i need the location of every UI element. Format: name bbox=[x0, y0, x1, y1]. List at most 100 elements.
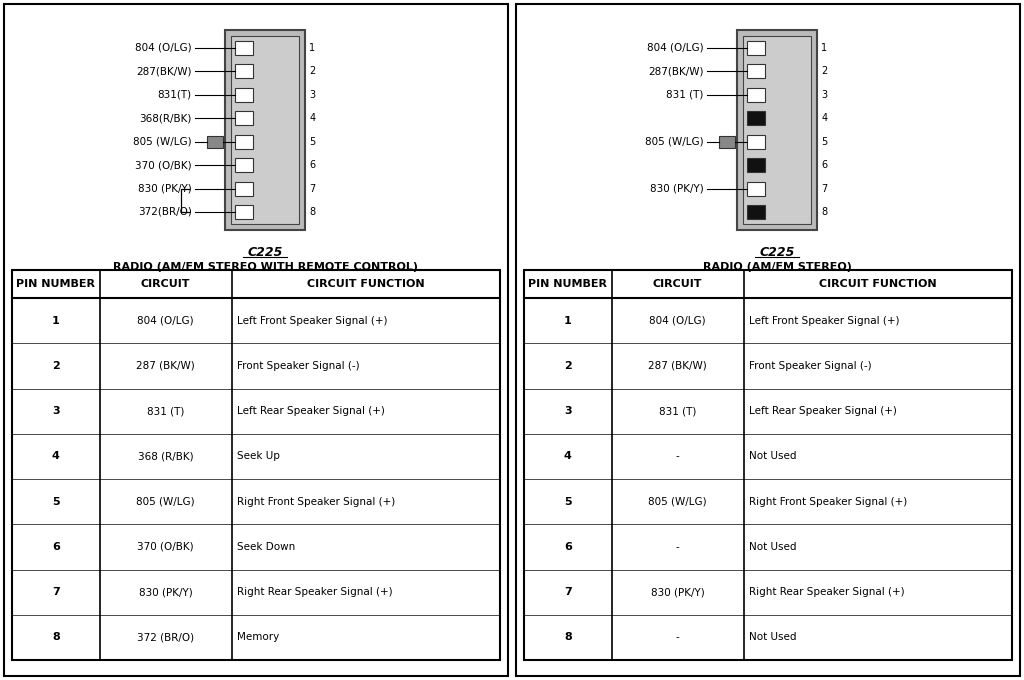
Text: 1: 1 bbox=[309, 43, 315, 53]
Text: 3: 3 bbox=[564, 406, 571, 416]
Text: 370 (O/BK): 370 (O/BK) bbox=[135, 160, 191, 170]
Text: 287(BK/W): 287(BK/W) bbox=[648, 67, 703, 76]
Text: C225: C225 bbox=[760, 246, 795, 259]
Bar bbox=[236, 135, 253, 149]
Text: 370 (O/BK): 370 (O/BK) bbox=[137, 542, 194, 552]
Text: 804 (O/LG): 804 (O/LG) bbox=[649, 316, 706, 326]
Text: 368 (R/BK): 368 (R/BK) bbox=[138, 452, 194, 461]
Text: 372 (BR/O): 372 (BR/O) bbox=[137, 632, 195, 643]
Text: 831 (T): 831 (T) bbox=[667, 90, 703, 100]
Text: Left Rear Speaker Signal (+): Left Rear Speaker Signal (+) bbox=[749, 406, 896, 416]
Text: 1: 1 bbox=[52, 316, 59, 326]
Bar bbox=[236, 65, 253, 78]
Bar bbox=[524, 270, 1012, 660]
Text: 4: 4 bbox=[52, 452, 59, 461]
Text: 5: 5 bbox=[309, 137, 315, 147]
Bar bbox=[231, 36, 299, 224]
Bar bbox=[236, 41, 253, 55]
Text: 4: 4 bbox=[821, 114, 827, 123]
Bar bbox=[719, 136, 735, 148]
Text: 8: 8 bbox=[309, 207, 315, 217]
Text: 3: 3 bbox=[821, 90, 827, 100]
Text: 2: 2 bbox=[821, 67, 827, 76]
Bar bbox=[748, 158, 765, 172]
Text: Front Speaker Signal (-): Front Speaker Signal (-) bbox=[237, 361, 359, 371]
Text: 2: 2 bbox=[52, 361, 59, 371]
Text: Left Front Speaker Signal (+): Left Front Speaker Signal (+) bbox=[237, 316, 387, 326]
Bar bbox=[225, 30, 305, 230]
Text: Front Speaker Signal (-): Front Speaker Signal (-) bbox=[749, 361, 871, 371]
Text: CIRCUIT FUNCTION: CIRCUIT FUNCTION bbox=[307, 279, 425, 289]
Text: 368(R/BK): 368(R/BK) bbox=[139, 114, 191, 123]
Text: 8: 8 bbox=[564, 632, 571, 643]
Text: CIRCUIT: CIRCUIT bbox=[653, 279, 702, 289]
Text: -: - bbox=[676, 542, 680, 552]
Bar bbox=[743, 36, 811, 224]
Text: 372(BR/O): 372(BR/O) bbox=[137, 207, 191, 217]
Text: Not Used: Not Used bbox=[749, 542, 796, 552]
Text: 830 (PK/Y): 830 (PK/Y) bbox=[651, 587, 705, 597]
Text: 287 (BK/W): 287 (BK/W) bbox=[648, 361, 708, 371]
Text: 804 (O/LG): 804 (O/LG) bbox=[647, 43, 703, 53]
Bar bbox=[748, 135, 765, 149]
Text: Not Used: Not Used bbox=[749, 452, 796, 461]
Text: Memory: Memory bbox=[237, 632, 279, 643]
Text: -: - bbox=[676, 632, 680, 643]
Text: Right Rear Speaker Signal (+): Right Rear Speaker Signal (+) bbox=[237, 587, 392, 597]
Text: 4: 4 bbox=[309, 114, 315, 123]
Text: PIN NUMBER: PIN NUMBER bbox=[528, 279, 607, 289]
Text: 805 (W/LG): 805 (W/LG) bbox=[136, 496, 195, 507]
Text: Not Used: Not Used bbox=[749, 632, 796, 643]
Text: 2: 2 bbox=[309, 67, 315, 76]
Text: 804 (O/LG): 804 (O/LG) bbox=[137, 316, 194, 326]
Text: Seek Up: Seek Up bbox=[237, 452, 280, 461]
Bar bbox=[12, 270, 500, 660]
Text: Right Front Speaker Signal (+): Right Front Speaker Signal (+) bbox=[237, 496, 395, 507]
Text: 4: 4 bbox=[564, 452, 571, 461]
Text: CIRCUIT FUNCTION: CIRCUIT FUNCTION bbox=[819, 279, 937, 289]
Text: -: - bbox=[676, 452, 680, 461]
Text: 831 (T): 831 (T) bbox=[659, 406, 696, 416]
Text: 6: 6 bbox=[309, 160, 315, 170]
Text: Left Front Speaker Signal (+): Left Front Speaker Signal (+) bbox=[749, 316, 899, 326]
Text: 5: 5 bbox=[564, 496, 571, 507]
Text: 831 (T): 831 (T) bbox=[147, 406, 184, 416]
Text: Right Rear Speaker Signal (+): Right Rear Speaker Signal (+) bbox=[749, 587, 904, 597]
Bar bbox=[516, 4, 1020, 676]
Bar bbox=[236, 88, 253, 102]
Text: CIRCUIT: CIRCUIT bbox=[141, 279, 190, 289]
Text: RADIO (AM/FM STEREO WITH REMOTE CONTROL): RADIO (AM/FM STEREO WITH REMOTE CONTROL) bbox=[113, 262, 418, 272]
Text: Left Rear Speaker Signal (+): Left Rear Speaker Signal (+) bbox=[237, 406, 384, 416]
Bar bbox=[748, 112, 765, 125]
Bar bbox=[748, 65, 765, 78]
Text: 831(T): 831(T) bbox=[158, 90, 191, 100]
Text: 7: 7 bbox=[309, 184, 315, 194]
Text: 5: 5 bbox=[52, 496, 59, 507]
Text: 830 (PK/Y): 830 (PK/Y) bbox=[650, 184, 703, 194]
Text: 830 (PK/Y): 830 (PK/Y) bbox=[139, 587, 193, 597]
Text: 8: 8 bbox=[821, 207, 827, 217]
Text: 6: 6 bbox=[564, 542, 571, 552]
Text: 6: 6 bbox=[821, 160, 827, 170]
Text: 1: 1 bbox=[564, 316, 571, 326]
Text: 287(BK/W): 287(BK/W) bbox=[136, 67, 191, 76]
Text: 7: 7 bbox=[821, 184, 827, 194]
Text: 287 (BK/W): 287 (BK/W) bbox=[136, 361, 196, 371]
Text: 5: 5 bbox=[821, 137, 827, 147]
Text: 805 (W/LG): 805 (W/LG) bbox=[133, 137, 191, 147]
Bar bbox=[748, 182, 765, 196]
Text: 1: 1 bbox=[821, 43, 827, 53]
Bar bbox=[748, 88, 765, 102]
Text: 2: 2 bbox=[564, 361, 571, 371]
Bar bbox=[748, 205, 765, 219]
Text: C225: C225 bbox=[248, 246, 283, 259]
Text: 6: 6 bbox=[52, 542, 59, 552]
Text: 3: 3 bbox=[309, 90, 315, 100]
Bar bbox=[236, 205, 253, 219]
Text: 7: 7 bbox=[564, 587, 571, 597]
Text: RADIO (AM/FM STEREO): RADIO (AM/FM STEREO) bbox=[702, 262, 852, 272]
Text: 8: 8 bbox=[52, 632, 59, 643]
Text: 805 (W/LG): 805 (W/LG) bbox=[648, 496, 707, 507]
Bar bbox=[4, 4, 508, 676]
Bar bbox=[236, 158, 253, 172]
